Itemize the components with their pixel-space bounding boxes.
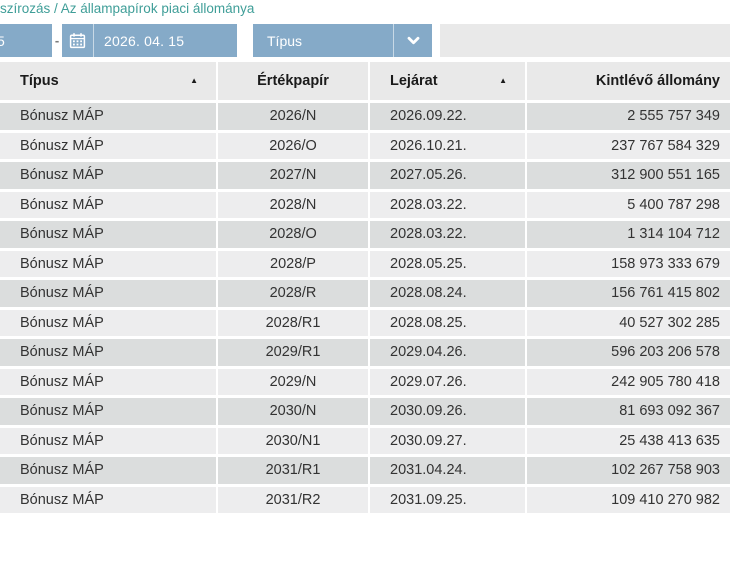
cell-tipus: Bónusz MÁP (0, 159, 218, 189)
cell-kintlevo-allomany: 102 267 758 903 (527, 454, 730, 484)
cell-lejarat: 2028.03.22. (370, 188, 527, 218)
field-divider (93, 24, 94, 57)
sort-ascending-icon[interactable]: ▲ (499, 75, 507, 85)
calendar-icon (69, 32, 86, 49)
cell-kintlevo-allomany: 5 400 787 298 (527, 188, 730, 218)
cell-ertekpapir: 2028/N (218, 188, 370, 218)
sort-ascending-icon[interactable]: ▲ (190, 75, 198, 85)
type-dropdown[interactable]: Típus (253, 24, 432, 57)
table-row: Bónusz MÁP 2030/N1 2030.09.27. 25 438 413 6… (0, 424, 730, 454)
column-header-ertekpapir[interactable]: Értékpapír (218, 62, 370, 100)
table-row: Bónusz MÁP 2030/N 2030.09.26. 81 693 092 36… (0, 395, 730, 425)
cell-tipus: Bónusz MÁP (0, 424, 218, 454)
cell-lejarat: 2031.04.24. (370, 454, 527, 484)
filter-bar: 5 - 2026. 04. 15 (0, 24, 730, 57)
table-row: Bónusz MÁP 2028/N 2028.03.22. 5 400 787 298 (0, 188, 730, 218)
cell-ertekpapir: 2027/N (218, 159, 370, 189)
table-row: Bónusz MÁP 2026/O 2026.10.21. 237 767 584 3… (0, 129, 730, 159)
table-body: Bónusz MÁP 2026/N 2026.09.22. 2 555 757 349… (0, 100, 730, 513)
cell-kintlevo-allomany: 40 527 302 285 (527, 306, 730, 336)
cell-ertekpapir: 2031/R1 (218, 454, 370, 484)
cell-tipus: Bónusz MÁP (0, 277, 218, 307)
filterbar-background-panel (440, 24, 730, 57)
table-row: Bónusz MÁP 2031/R2 2031.09.25. 109 410 270 … (0, 483, 730, 513)
column-label: Lejárat (390, 73, 438, 89)
cell-ertekpapir: 2029/N (218, 365, 370, 395)
cell-lejarat: 2027.05.26. (370, 159, 527, 189)
cell-ertekpapir: 2028/R (218, 277, 370, 307)
cell-ertekpapir: 2029/R1 (218, 336, 370, 366)
table-row: Bónusz MÁP 2028/R 2028.08.24. 156 761 415 8… (0, 277, 730, 307)
cell-kintlevo-allomany: 242 905 780 418 (527, 365, 730, 395)
cell-kintlevo-allomany: 156 761 415 802 (527, 277, 730, 307)
table-row: Bónusz MÁP 2029/R1 2029.04.26. 596 203 206 … (0, 336, 730, 366)
cell-tipus: Bónusz MÁP (0, 218, 218, 248)
cell-lejarat: 2026.09.22. (370, 100, 527, 130)
breadcrumb[interactable]: szírozás / Az állampapírok piaci állomán… (0, 1, 255, 16)
cell-ertekpapir: 2026/N (218, 100, 370, 130)
table-row: Bónusz MÁP 2029/N 2029.07.26. 242 905 780 4… (0, 365, 730, 395)
cell-kintlevo-allomany: 596 203 206 578 (527, 336, 730, 366)
table-row: Bónusz MÁP 2031/R1 2031.04.24. 102 267 758 … (0, 454, 730, 484)
cell-ertekpapir: 2028/O (218, 218, 370, 248)
chevron-down-icon (394, 33, 432, 48)
cell-lejarat: 2026.10.21. (370, 129, 527, 159)
cell-tipus: Bónusz MÁP (0, 188, 218, 218)
table-header-row: Típus ▲ Értékpapír Lejárat ▲ Kintlévő ál… (0, 62, 730, 100)
cell-lejarat: 2028.08.24. (370, 277, 527, 307)
table-row: Bónusz MÁP 2026/N 2026.09.22. 2 555 757 349 (0, 100, 730, 130)
cell-tipus: Bónusz MÁP (0, 454, 218, 484)
cell-tipus: Bónusz MÁP (0, 129, 218, 159)
cell-kintlevo-allomany: 158 973 333 679 (527, 247, 730, 277)
date-to-input[interactable]: 2026. 04. 15 (62, 24, 237, 57)
cell-lejarat: 2030.09.27. (370, 424, 527, 454)
cell-tipus: Bónusz MÁP (0, 365, 218, 395)
cell-kintlevo-allomany: 1 314 104 712 (527, 218, 730, 248)
cell-ertekpapir: 2031/R2 (218, 483, 370, 513)
cell-tipus: Bónusz MÁP (0, 336, 218, 366)
cell-kintlevo-allomany: 2 555 757 349 (527, 100, 730, 130)
date-range-separator: - (54, 33, 60, 48)
cell-tipus: Bónusz MÁP (0, 247, 218, 277)
date-to-value: 2026. 04. 15 (104, 32, 185, 49)
date-from-partial-value: 5 (0, 32, 5, 49)
cell-ertekpapir: 2030/N1 (218, 424, 370, 454)
cell-kintlevo-allomany: 109 410 270 982 (527, 483, 730, 513)
table-row: Bónusz MÁP 2028/R1 2028.08.25. 40 527 302 2… (0, 306, 730, 336)
cell-lejarat: 2028.03.22. (370, 218, 527, 248)
cell-kintlevo-allomany: 25 438 413 635 (527, 424, 730, 454)
cell-tipus: Bónusz MÁP (0, 100, 218, 130)
cell-lejarat: 2028.08.25. (370, 306, 527, 336)
cell-kintlevo-allomany: 81 693 092 367 (527, 395, 730, 425)
date-from-input[interactable]: 5 (0, 24, 52, 57)
column-label: Kintlévő állomány (595, 73, 720, 89)
column-header-lejarat[interactable]: Lejárat ▲ (370, 62, 527, 100)
table-row: Bónusz MÁP 2028/O 2028.03.22. 1 314 104 712 (0, 218, 730, 248)
securities-table: Típus ▲ Értékpapír Lejárat ▲ Kintlévő ál… (0, 62, 730, 513)
cell-ertekpapir: 2028/P (218, 247, 370, 277)
cell-kintlevo-allomany: 237 767 584 329 (527, 129, 730, 159)
cell-ertekpapir: 2030/N (218, 395, 370, 425)
cell-lejarat: 2031.09.25. (370, 483, 527, 513)
table-row: Bónusz MÁP 2028/P 2028.05.25. 158 973 333 6… (0, 247, 730, 277)
cell-lejarat: 2029.07.26. (370, 365, 527, 395)
column-label: Értékpapír (257, 73, 329, 89)
cell-kintlevo-allomany: 312 900 551 165 (527, 159, 730, 189)
cell-lejarat: 2029.04.26. (370, 336, 527, 366)
field-divider (393, 24, 394, 57)
cell-lejarat: 2030.09.26. (370, 395, 527, 425)
column-label: Típus (20, 73, 59, 89)
table-row: Bónusz MÁP 2027/N 2027.05.26. 312 900 551 1… (0, 159, 730, 189)
cell-tipus: Bónusz MÁP (0, 395, 218, 425)
cell-tipus: Bónusz MÁP (0, 483, 218, 513)
cell-ertekpapir: 2028/R1 (218, 306, 370, 336)
cell-lejarat: 2028.05.25. (370, 247, 527, 277)
cell-ertekpapir: 2026/O (218, 129, 370, 159)
column-header-tipus[interactable]: Típus ▲ (0, 62, 218, 100)
column-header-kintlevo-allomany[interactable]: Kintlévő állomány (527, 62, 730, 100)
type-dropdown-value: Típus (267, 32, 303, 49)
cell-tipus: Bónusz MÁP (0, 306, 218, 336)
